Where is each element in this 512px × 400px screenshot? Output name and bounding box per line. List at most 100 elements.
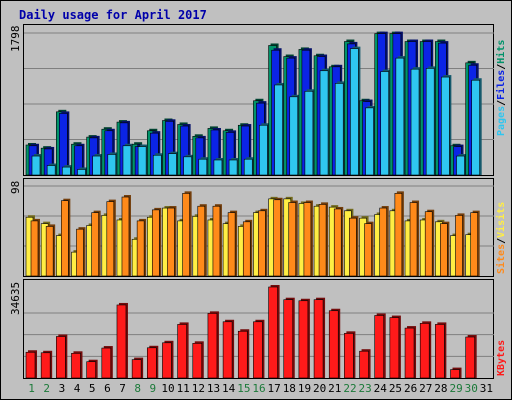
hits-panel-pages-bar-15	[243, 157, 255, 176]
x-tick-label-25: 25	[389, 382, 402, 395]
legend-sep-3: /	[496, 238, 507, 244]
hits-panel-pages-bar-9	[152, 153, 164, 176]
kbytes-panel-kbytes-bar-17-face	[268, 286, 278, 379]
kbytes-panel-kbytes-bar-10	[162, 340, 174, 379]
kbytes-panel-kbytes-bar-1	[25, 350, 37, 379]
hits-panel-pages-bar-22	[350, 46, 361, 176]
visits-panel-sites-bar-12-face	[197, 205, 206, 277]
kbytes-panel-kbytes-bar-7	[116, 302, 128, 379]
x-tick-label-9: 9	[150, 382, 157, 395]
hits-panel-pages-bar-2	[46, 163, 58, 176]
kbytes-panel-kbytes-bar-24	[374, 313, 386, 379]
visits-panel-sites-bar-6	[106, 199, 116, 277]
visits-panel-sites-bar-22-face	[349, 217, 357, 277]
x-tick-label-14: 14	[222, 382, 236, 395]
hits-panel-pages-bar-23-face	[365, 107, 374, 176]
visits-panel-sites-bar-5	[91, 210, 101, 277]
kbytes-panel-kbytes-bar-21-face	[328, 310, 339, 379]
kbytes-panel-kbytes-bar-4-face	[71, 353, 81, 379]
x-tick-label-13: 13	[207, 382, 220, 395]
hits-panel-pages-bar-18	[289, 94, 300, 176]
visits-panel-sites-bar-3	[61, 198, 71, 277]
legend-files: Files	[495, 70, 507, 100]
visits-panel-sites-bar-17	[273, 197, 283, 277]
kbytes-panel-kbytes-bar-30-face	[465, 336, 475, 379]
hits-panel-pages-bar-27	[425, 66, 437, 176]
visits-panel-sites-bar-13-face	[212, 205, 221, 277]
kbytes-panel-kbytes-bar-12-face	[192, 343, 203, 379]
hits-panel-pages-bar-22-face	[350, 48, 359, 176]
hits-panel-pages-bar-6	[107, 152, 118, 176]
visits-panel-sites-bar-22	[349, 216, 359, 277]
visits-panel-sites-bar-8-face	[136, 220, 145, 277]
hits-panel-pages-bar-28	[441, 75, 452, 176]
x-tick-label-8: 8	[134, 382, 141, 395]
visits-panel-sites-bar-13	[212, 204, 222, 277]
visits-panel-sites-bar-27-face	[424, 211, 433, 277]
kbytes-panel-kbytes-bar-9-face	[146, 347, 157, 379]
kbytes-panel-kbytes-bar-16-face	[253, 321, 263, 379]
kbytes-panel-kbytes-bar-15-face	[237, 330, 248, 379]
kbytes-panel-kbytes-bar-30	[465, 335, 477, 379]
visits-panel-sites-bar-11	[182, 191, 192, 277]
hits-legend: Pages/Files/Hits	[495, 40, 507, 136]
hits-panel-pages-bar-30-face	[471, 79, 480, 176]
kbytes-panel-kbytes-bar-28	[435, 322, 447, 379]
visits-panel-sites-bar-17-face	[273, 199, 281, 277]
kbytes-panel-kbytes-bar-27-face	[419, 323, 430, 379]
hits-panel-pages-bar-12-face	[198, 158, 208, 176]
kbytes-panel-kbytes-bar-14	[222, 319, 235, 379]
kbytes-panel-kbytes-bar-8-face	[131, 359, 142, 379]
x-tick-label-18: 18	[283, 382, 296, 395]
kbytes-panel-kbytes-bar-18	[283, 297, 295, 379]
x-tick-label-3: 3	[59, 382, 66, 395]
visits-panel-sites-bar-18	[288, 200, 298, 277]
visits-panel-sites-bar-1-face	[30, 220, 39, 277]
visits-panel-sites-bar-19-face	[303, 202, 312, 277]
kbytes-panel-kbytes-bar-7-face	[116, 304, 127, 379]
hits-panel-pages-bar-16	[259, 123, 270, 176]
visits-panel-sites-bar-10-face	[167, 207, 175, 277]
x-tick-label-24: 24	[374, 382, 388, 395]
x-tick-label-11: 11	[177, 382, 190, 395]
x-tick-label-26: 26	[404, 382, 417, 395]
visits-panel-sites-bar-7	[121, 195, 131, 277]
visits-panel-sites-bar-12	[197, 204, 207, 277]
hits-panel-pages-bar-29	[456, 154, 467, 176]
visits-panel-sites-bar-4	[76, 227, 86, 277]
visits-panel-sites-bar-7-face	[121, 196, 130, 277]
kbytes-panel-kbytes-bar-24-face	[374, 315, 385, 379]
legend-visits: Visits	[495, 202, 507, 238]
kbytes-panel-kbytes-bar-19-face	[298, 300, 309, 379]
kbytes-panel-kbytes-bar-25	[389, 315, 401, 379]
hits-panel-pages-bar-29-face	[456, 155, 465, 176]
kbytes-panel-kbytes-bar-10-face	[162, 342, 172, 379]
kbytes-panel-kbytes-bar-18-face	[283, 299, 294, 379]
visits-panel-sites-bar-30-face	[470, 212, 478, 277]
x-tick-label-28: 28	[434, 382, 447, 395]
hits-panel-pages-bar-14	[228, 157, 240, 176]
hits-panel-pages-bar-13	[213, 157, 224, 176]
visits-panel-sites-bar-27	[424, 209, 435, 277]
hits-panel-pages-bar-8-face	[137, 146, 147, 176]
hits-panel-pages-bar-2-face	[46, 165, 56, 176]
hits-panel-pages-bar-5-face	[92, 155, 101, 176]
hits-panel-pages-bar-26-face	[410, 68, 420, 176]
x-tick-label-15: 15	[237, 382, 250, 395]
visits-panel-sites-bar-1	[30, 218, 40, 277]
x-tick-label-20: 20	[313, 382, 326, 395]
visits-max-label: 98	[9, 181, 22, 194]
visits-panel-sites-bar-4-face	[76, 228, 84, 277]
visits-panel-sites-bar-24-face	[379, 207, 388, 277]
kbytes-max-label: 34635	[9, 282, 22, 315]
kbytes-panel-kbytes-bar-17	[268, 285, 280, 379]
hits-panel-pages-bar-14-face	[228, 159, 238, 176]
kbytes-panel-kbytes-bar-2-face	[40, 352, 51, 379]
kbytes-panel-kbytes-bar-13	[207, 311, 219, 379]
hits-panel-pages-bar-12	[198, 157, 209, 176]
visits-panel-sites-bar-16	[258, 208, 268, 277]
x-tick-label-10: 10	[161, 382, 174, 395]
x-tick-label-1: 1	[28, 382, 35, 395]
hits-panel-pages-bar-23	[365, 105, 376, 176]
